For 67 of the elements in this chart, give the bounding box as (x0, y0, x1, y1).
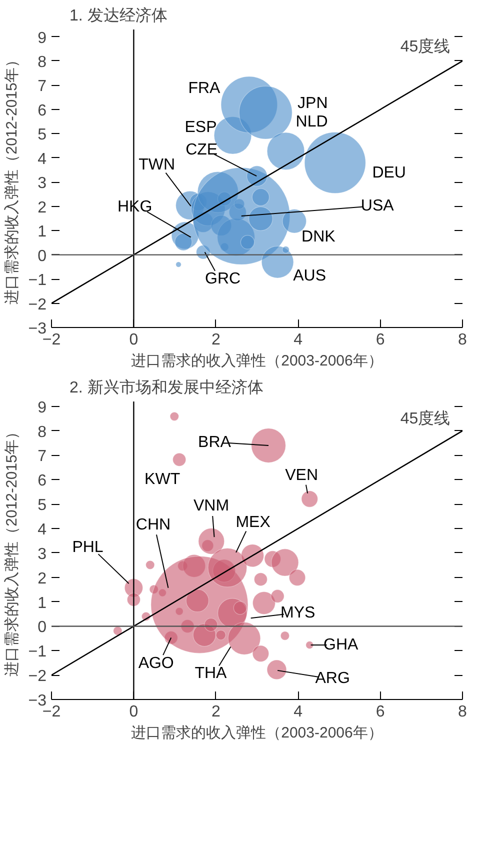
y-tick-label: 8 (38, 54, 47, 71)
y-tick-label: 7 (38, 78, 47, 96)
annotation: ARG (315, 670, 350, 687)
annotation: KWT (144, 471, 180, 488)
y-tick-label: −2 (28, 668, 47, 686)
annotation: MEX (236, 514, 271, 531)
y-tick-label: 6 (38, 472, 47, 490)
y-tick-label: 8 (38, 424, 47, 441)
x-tick-label: 6 (376, 704, 385, 720)
y-tick-label: 9 (38, 399, 47, 416)
annotation: NLD (296, 114, 328, 131)
annotation: ESP (184, 118, 217, 136)
y-tick-label: 3 (38, 175, 47, 192)
x-tick-label: 8 (458, 704, 468, 720)
annotation: CHN (136, 516, 171, 534)
annotation: VEN (285, 466, 318, 484)
x-axis-title: 进口需求的收入弹性（2003-2006年） (131, 352, 383, 370)
y-tick-label: −3 (28, 320, 47, 338)
annotation: 45度线 (400, 409, 450, 428)
y-tick-label: 2 (38, 570, 47, 588)
annotation: GHA (324, 636, 359, 654)
annotation: USA (360, 198, 394, 215)
chart-title: 2. 新兴市场和发展中经济体 (70, 378, 264, 396)
y-tick-label: 2 (38, 199, 47, 216)
annotation: FRA (188, 80, 221, 98)
y-tick-label: 7 (38, 448, 47, 466)
y-tick-label: 0 (38, 619, 47, 636)
annotation: CZE (186, 142, 218, 159)
annotation: GRC (205, 270, 241, 288)
annotation: MYS (280, 604, 316, 622)
annotation: 45度线 (400, 37, 450, 56)
y-axis-title: 进口需求的收入弹性（2012-2015年） (3, 424, 20, 676)
annotation: PHL (72, 538, 104, 556)
chart-title: 1. 发达经济体 (70, 6, 168, 24)
x-tick-label: 8 (458, 332, 468, 348)
annotation: VNM (193, 498, 230, 515)
y-tick-label: 5 (38, 126, 47, 144)
annotation: TWN (138, 156, 176, 174)
y-tick-label: −2 (28, 296, 47, 314)
y-tick-label: 4 (38, 150, 47, 168)
y-tick-label: −1 (28, 272, 47, 290)
x-tick-label: 4 (294, 332, 303, 348)
y-tick-label: −1 (28, 644, 47, 661)
y-tick-label: 0 (38, 248, 47, 265)
x-tick-label: 6 (376, 332, 385, 348)
x-axis-title: 进口需求的收入弹性（2003-2006年） (131, 724, 383, 742)
y-tick-label: 1 (38, 224, 47, 241)
y-axis-title: 进口需求的收入弹性（2012-2015年） (3, 52, 20, 304)
y-tick-label: 6 (38, 102, 47, 120)
annotation: JPN (298, 95, 328, 112)
y-tick-label: 1 (38, 594, 47, 612)
x-tick-label: 0 (129, 704, 138, 720)
y-tick-label: 5 (38, 497, 47, 514)
annotation: AUS (293, 268, 326, 285)
annotation: BRA (198, 434, 232, 451)
y-tick-label: −3 (28, 692, 47, 710)
annotation: DEU (372, 164, 406, 182)
x-tick-label: 0 (129, 332, 138, 348)
y-tick-label: 3 (38, 546, 47, 563)
annotation: DNK (302, 228, 336, 246)
x-tick-label: 2 (211, 332, 220, 348)
y-tick-label: 4 (38, 522, 47, 539)
x-tick-label: 4 (294, 704, 303, 720)
y-tick-label: 9 (38, 30, 47, 47)
x-tick-label: 2 (211, 704, 220, 720)
annotation: AGO (138, 655, 174, 672)
annotation: THA (194, 665, 228, 682)
